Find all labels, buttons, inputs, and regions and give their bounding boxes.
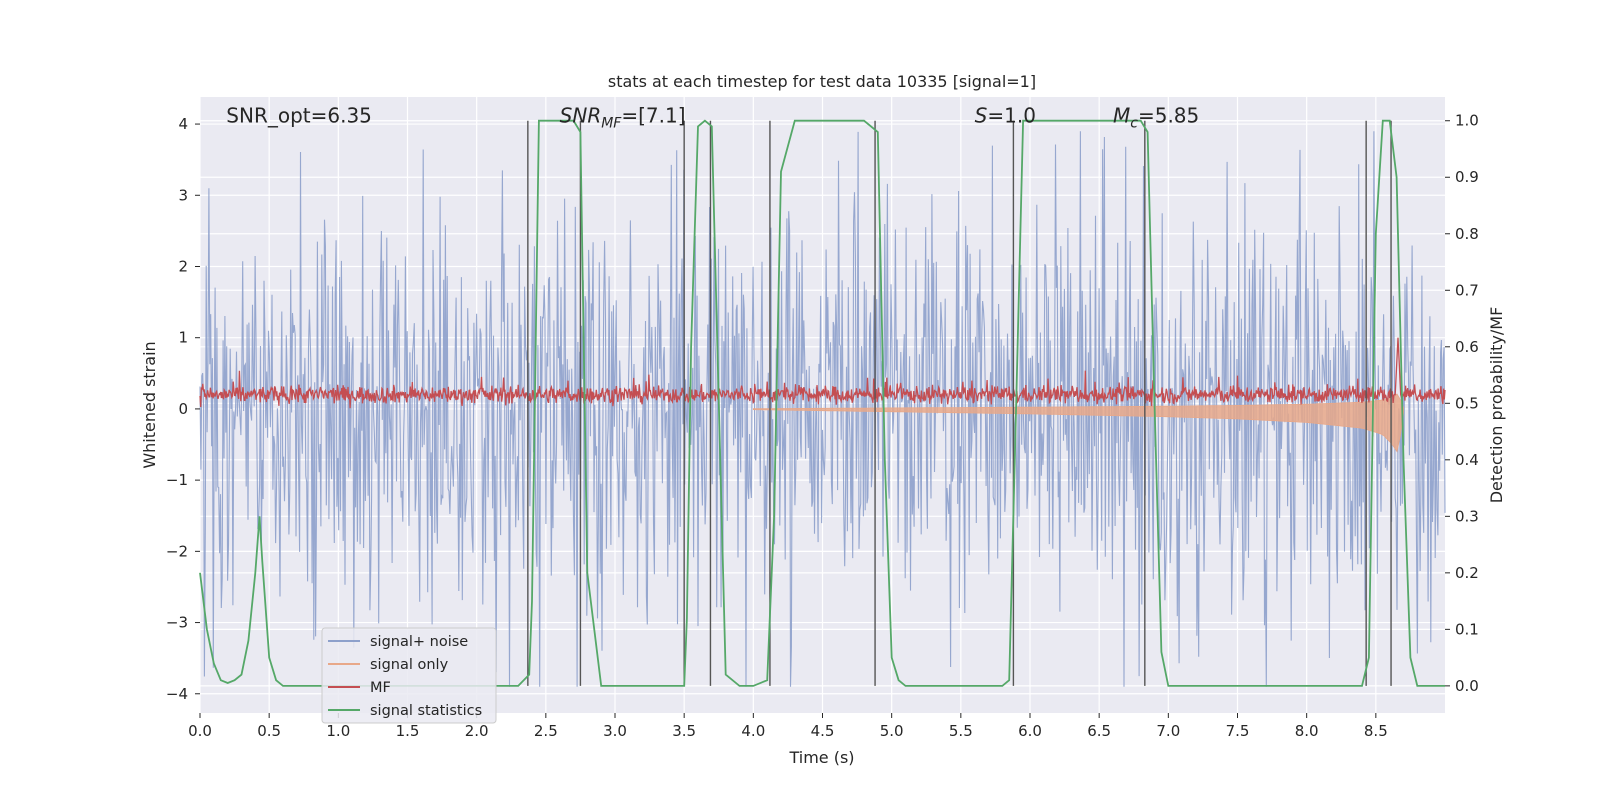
x-tick-label: 1.5 xyxy=(396,722,420,740)
x-tick-label: 8.0 xyxy=(1295,722,1319,740)
x-tick-label: 5.5 xyxy=(949,722,973,740)
annotation-3: Mc=5.85 xyxy=(1113,104,1199,132)
x-tick-label: 5.0 xyxy=(880,722,904,740)
legend-label-signal-noise: signal+ noise xyxy=(370,634,468,650)
x-tick-label: 7.0 xyxy=(1156,722,1180,740)
x-tick-label: 7.5 xyxy=(1226,722,1250,740)
y2-tick-label: 0.2 xyxy=(1455,564,1479,582)
signal-noise-line xyxy=(199,131,1446,687)
signal-noise-series xyxy=(199,131,1446,687)
annotation-1: SNRMF=[7.1] xyxy=(560,104,686,132)
x-tick-label: 8.5 xyxy=(1364,722,1388,740)
y-tick-label: 0 xyxy=(178,400,188,418)
y2-tick-label: 0.0 xyxy=(1455,677,1479,695)
x-tick-label: 1.0 xyxy=(326,722,350,740)
y-axis-left: 4 3 2 1 0 −1 −2 −3 −4 xyxy=(166,115,200,703)
y-tick-label: 4 xyxy=(178,115,188,133)
y2-tick-label: 0.1 xyxy=(1455,620,1479,638)
signal-statistics-line xyxy=(199,119,1445,687)
signal-only-series xyxy=(752,393,1404,453)
y2-tick-label: 0.4 xyxy=(1455,451,1479,469)
x-tick-label: 0.5 xyxy=(257,722,281,740)
x-axis-label: Time (s) xyxy=(788,748,854,767)
y-axis-label-left: Whitened strain xyxy=(140,341,159,468)
x-tick-label: 3.0 xyxy=(603,722,627,740)
y-tick-label: −3 xyxy=(166,614,188,632)
x-tick-label: 6.0 xyxy=(1018,722,1042,740)
x-tick-label: 4.5 xyxy=(811,722,835,740)
x-tick-label: 6.5 xyxy=(1087,722,1111,740)
y-axis-right: 1.0 0.9 0.8 0.7 0.6 0.5 0.4 0.3 0.2 0.1 0.0 xyxy=(1445,112,1479,695)
mf-line xyxy=(199,337,1446,409)
legend: signal+ noise signal only MF signal stat… xyxy=(321,627,497,724)
x-axis: 0.0 0.5 1.0 1.5 2.0 2.5 3.0 3.5 4.0 4.5 5.0 5.5 6.0 6… xyxy=(188,713,1388,740)
y-tick-label: 2 xyxy=(178,257,188,275)
legend-label-mf: MF xyxy=(370,680,391,696)
x-tick-label: 2.0 xyxy=(465,722,489,740)
y2-tick-label: 1.0 xyxy=(1455,112,1479,130)
y2-tick-label: 0.3 xyxy=(1455,507,1479,525)
y2-tick-label: 0.8 xyxy=(1455,225,1479,243)
y-tick-label: −2 xyxy=(166,542,188,560)
threshold-crossing-lines xyxy=(527,120,1392,686)
x-tick-label: 4.0 xyxy=(741,722,765,740)
y-tick-label: 3 xyxy=(178,186,188,204)
x-tick-label: 3.5 xyxy=(672,722,696,740)
y-tick-label: 1 xyxy=(178,329,188,347)
y2-tick-label: 0.5 xyxy=(1455,394,1479,412)
x-tick-label: 2.5 xyxy=(534,722,558,740)
y2-tick-label: 0.6 xyxy=(1455,338,1479,356)
y2-tick-label: 0.9 xyxy=(1455,168,1479,186)
annotation-0: SNR_opt=6.35 xyxy=(226,104,372,128)
y-axis-label-right: Detection probability/MF xyxy=(1487,307,1506,504)
chart-title: stats at each timestep for test data 103… xyxy=(608,72,1036,91)
legend-label-signal-statistics: signal statistics xyxy=(370,703,482,719)
mf-series xyxy=(199,337,1446,409)
x-tick-label: 0.0 xyxy=(188,722,212,740)
signal-statistics-series xyxy=(199,119,1445,687)
y-tick-label: −1 xyxy=(166,471,188,489)
legend-label-signal-only: signal only xyxy=(370,657,449,673)
annotations: SNR_opt=6.35 SNRMF=[7.1] S=1.0 Mc=5.85 xyxy=(226,104,1199,132)
signal-only-line xyxy=(752,393,1404,453)
legend-box xyxy=(321,627,497,724)
y-tick-label: −4 xyxy=(166,685,188,703)
y2-tick-label: 0.7 xyxy=(1455,281,1479,299)
annotation-2: S=1.0 xyxy=(975,104,1036,128)
